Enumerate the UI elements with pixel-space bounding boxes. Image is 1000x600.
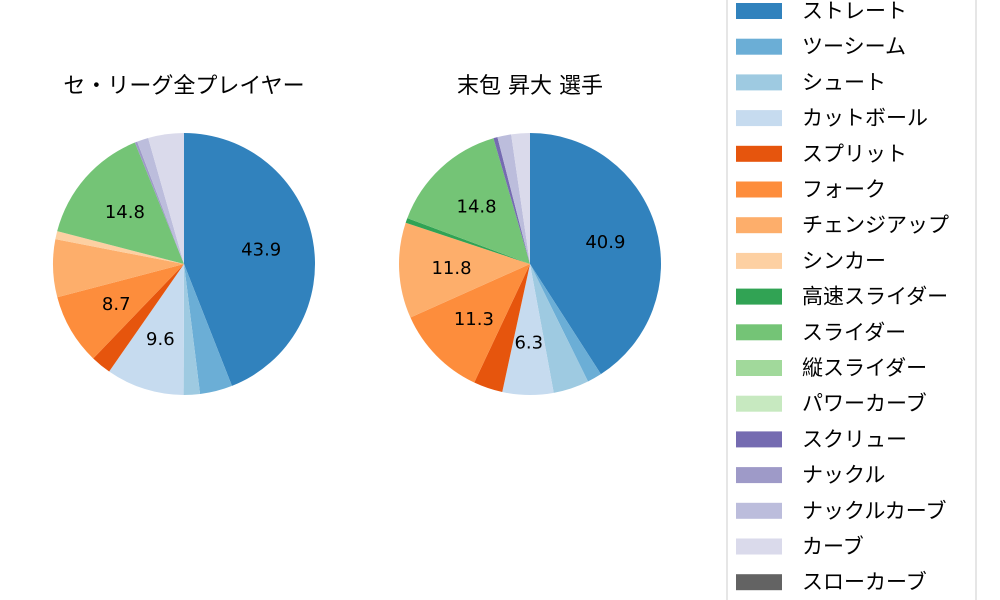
pie-slice [184, 264, 232, 395]
pie-slice-label: 11.3 [454, 309, 494, 330]
pie-slice [57, 142, 184, 264]
legend-label: ナックル [802, 463, 885, 487]
pie-slice-label: 9.6 [146, 329, 175, 350]
legend: ストレートツーシームシュートカットボールスプリットフォークチェンジアップシンカー… [726, 0, 977, 600]
league-pie-labels: 43.9 9.6 8.7 14.8 [102, 202, 281, 350]
legend-label: スローカーブ [802, 570, 927, 594]
pie-slice [474, 264, 530, 393]
legend-swatch [736, 38, 782, 55]
legend-label: シュート [802, 70, 886, 94]
league-pie-chart: セ・リーグ全プレイヤー 43.9 9.6 8.7 14.8 [53, 74, 316, 396]
pie-slice-label: 14.8 [105, 202, 145, 223]
pie-slice [137, 138, 184, 264]
league-chart-title: セ・リーグ全プレイヤー [63, 74, 304, 99]
legend-swatch [736, 145, 782, 162]
pie-slice [407, 138, 530, 264]
pie-slice [183, 264, 201, 396]
player-pie-labels: 40.9 6.3 11.3 11.8 14.8 [431, 196, 625, 353]
player-pie-chart: 末包 昇大 選手 40.9 6.3 11.3 11.8 14.8 [399, 74, 661, 395]
legend-label: シンカー [802, 249, 886, 273]
pie-slice-label: 40.9 [585, 232, 625, 253]
pie-slice [405, 218, 530, 264]
legend-label: カットボール [802, 106, 928, 130]
legend-swatch [736, 467, 782, 484]
pie-slice-label: 8.7 [102, 294, 131, 315]
pie-slice [497, 134, 530, 264]
player-chart-title: 末包 昇大 選手 [457, 74, 603, 99]
legend-frame [726, 0, 977, 600]
pie-slice [410, 264, 530, 383]
pie-slice [53, 239, 184, 298]
legend-swatch [736, 181, 782, 198]
pie-slice-label: 43.9 [241, 239, 281, 260]
legend-swatch [736, 252, 782, 269]
legend-swatch [736, 110, 782, 127]
legend-swatch [736, 217, 782, 234]
legend-label: スプリット [802, 142, 907, 166]
pie-slice [530, 264, 601, 382]
legend-label: パワーカーブ [802, 392, 927, 416]
pie-slice [530, 133, 661, 375]
pie-slice [184, 132, 316, 386]
legend-swatch [736, 431, 782, 448]
legend-swatch [736, 538, 782, 555]
pie-slice [502, 264, 554, 395]
legend-label: スライダー [802, 320, 906, 344]
league-pie-slices [53, 132, 316, 396]
pie-slice-label: 14.8 [457, 196, 497, 217]
pie-slice [399, 222, 530, 318]
pie-slice [57, 264, 184, 359]
legend-label: チェンジアップ [802, 213, 949, 237]
legend-swatch [736, 502, 782, 519]
legend-label: ストレート [802, 0, 907, 23]
pie-slice [530, 264, 588, 393]
legend-label: ナックルカーブ [802, 499, 946, 523]
pie-slice [511, 133, 530, 264]
player-pie-slices [399, 133, 661, 395]
pie-slice [55, 231, 185, 264]
pie-slice [148, 133, 184, 264]
legend-label: 縦スライダー [802, 356, 927, 380]
pie-slice [93, 264, 184, 372]
pie-slice [109, 264, 184, 395]
legend-label: カーブ [802, 535, 864, 559]
legend-items: ストレートツーシームシュートカットボールスプリットフォークチェンジアップシンカー… [736, 0, 949, 594]
legend-swatch [736, 395, 782, 412]
legend-label: ツーシーム [802, 35, 906, 59]
legend-label: フォーク [802, 178, 886, 202]
pie-slice-label: 6.3 [514, 333, 543, 354]
legend-swatch [736, 288, 782, 305]
legend-swatch [736, 574, 782, 591]
legend-swatch [736, 360, 782, 376]
pie-slice-label: 11.8 [431, 258, 471, 279]
legend-swatch [736, 324, 782, 341]
legend-label: 高速スライダー [802, 285, 948, 309]
legend-swatch [736, 3, 782, 19]
legend-swatch [736, 74, 782, 91]
pie-slice [134, 141, 184, 264]
pie-slice [493, 137, 530, 264]
legend-label: スクリュー [802, 427, 907, 451]
